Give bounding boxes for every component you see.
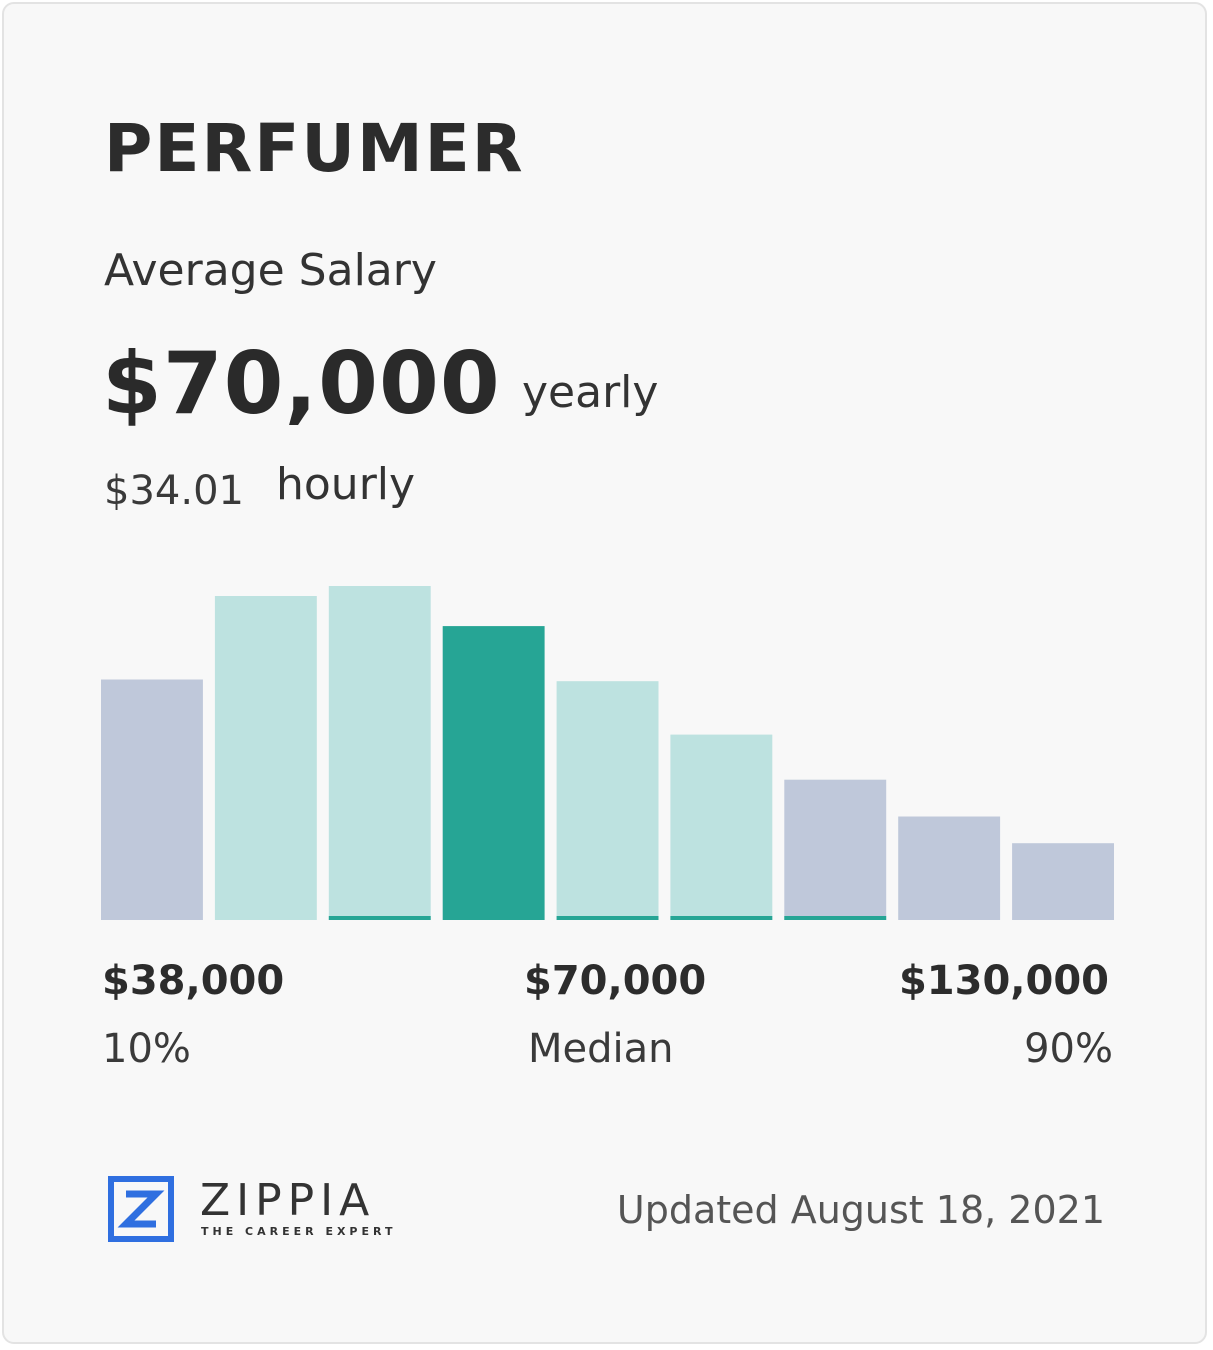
histogram-bar-1 <box>101 679 203 920</box>
histogram-bar-6 <box>670 734 773 920</box>
histogram-bar-9 <box>1012 843 1114 920</box>
hourly-label: hourly <box>276 459 416 510</box>
brand-name: ZIPPIA <box>200 1175 376 1226</box>
bar-accent-6 <box>670 916 773 920</box>
yearly-salary-value: $70,000 <box>102 334 501 434</box>
bar-accent-5 <box>556 916 659 920</box>
bar-accent-3 <box>328 916 431 920</box>
histogram-bar-8 <box>898 816 1001 920</box>
tick-label-90th: $130,000 <box>898 958 1109 1004</box>
bars-group <box>101 586 1114 920</box>
histogram-bar-5 <box>556 681 659 920</box>
job-title: PERFUMER <box>104 110 525 187</box>
histogram-bar-2 <box>214 596 317 920</box>
histogram-bar-4 <box>442 626 545 920</box>
hourly-salary-value: $34.01 <box>104 468 244 514</box>
zippia-logo-icon <box>108 1176 174 1242</box>
caption-median: Median <box>528 1026 674 1072</box>
tick-label-median: $70,000 <box>524 958 707 1004</box>
bar-accent-7 <box>784 916 887 920</box>
yearly-label: yearly <box>522 367 659 418</box>
salary-distribution-chart <box>101 586 1114 920</box>
histogram-bar-7 <box>784 779 887 920</box>
updated-date: Updated August 18, 2021 <box>616 1188 1105 1232</box>
caption-10th: 10% <box>102 1026 191 1072</box>
tick-label-10th: $38,000 <box>102 958 285 1004</box>
histogram-bar-3 <box>328 586 431 920</box>
average-salary-label: Average Salary <box>104 245 437 296</box>
caption-90th: 90% <box>1024 1026 1113 1072</box>
brand-tagline: THE CAREER EXPERT <box>201 1225 397 1238</box>
